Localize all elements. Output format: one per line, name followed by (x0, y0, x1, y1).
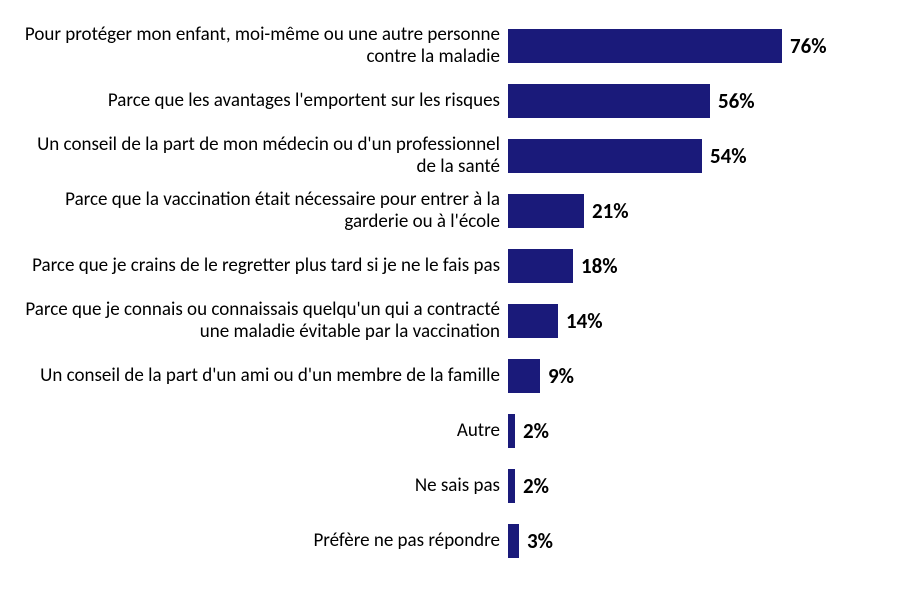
bar-container: 2% (508, 403, 549, 458)
bar (508, 359, 540, 393)
bar-container: 56% (508, 73, 755, 128)
bar (508, 139, 702, 173)
bar-value-label: 18% (573, 253, 618, 279)
category-label: Parce que la vaccination était nécessair… (18, 189, 508, 233)
category-label: Autre (18, 420, 508, 442)
bar (508, 29, 782, 63)
chart-row: Un conseil de la part d'un ami ou d'un m… (18, 348, 887, 403)
category-label: Pour protéger mon enfant, moi-même ou un… (18, 24, 508, 68)
category-label: Parce que les avantages l'emportent sur … (18, 90, 508, 112)
category-label: Ne sais pas (18, 475, 508, 497)
category-label: Un conseil de la part de mon médecin ou … (18, 134, 508, 178)
bar-value-label: 2% (515, 473, 549, 499)
category-label: Parce que je crains de le regretter plus… (18, 255, 508, 277)
bar-chart: Pour protéger mon enfant, moi-même ou un… (0, 0, 915, 600)
bar-value-label: 9% (540, 363, 574, 389)
bar-value-label: 21% (584, 198, 629, 224)
chart-row: Pour protéger mon enfant, moi-même ou un… (18, 18, 887, 73)
bar-value-label: 56% (710, 88, 755, 114)
chart-row: Parce que la vaccination était nécessair… (18, 183, 887, 238)
chart-row: Préfère ne pas répondre 3% (18, 513, 887, 568)
category-label: Parce que je connais ou connaissais quel… (18, 299, 508, 343)
category-label: Un conseil de la part d'un ami ou d'un m… (18, 365, 508, 387)
chart-row: Un conseil de la part de mon médecin ou … (18, 128, 887, 183)
bar-value-label: 3% (519, 528, 553, 554)
bar (508, 84, 710, 118)
bar-container: 3% (508, 513, 553, 568)
bar-value-label: 2% (515, 418, 549, 444)
chart-row: Parce que les avantages l'emportent sur … (18, 73, 887, 128)
bar (508, 524, 519, 558)
bar-container: 2% (508, 458, 549, 513)
bar-container: 54% (508, 128, 747, 183)
chart-row: Parce que je crains de le regretter plus… (18, 238, 887, 293)
bar (508, 304, 558, 338)
bar-value-label: 14% (558, 308, 603, 334)
chart-row: Autre 2% (18, 403, 887, 458)
bar (508, 194, 584, 228)
bar (508, 414, 515, 448)
chart-row: Parce que je connais ou connaissais quel… (18, 293, 887, 348)
bar (508, 249, 573, 283)
bar-value-label: 76% (782, 33, 827, 59)
bar (508, 469, 515, 503)
bar-container: 9% (508, 348, 574, 403)
chart-row: Ne sais pas 2% (18, 458, 887, 513)
bar-container: 18% (508, 238, 618, 293)
bar-value-label: 54% (702, 143, 747, 169)
bar-container: 21% (508, 183, 629, 238)
bar-container: 76% (508, 18, 827, 73)
bar-container: 14% (508, 293, 603, 348)
category-label: Préfère ne pas répondre (18, 530, 508, 552)
